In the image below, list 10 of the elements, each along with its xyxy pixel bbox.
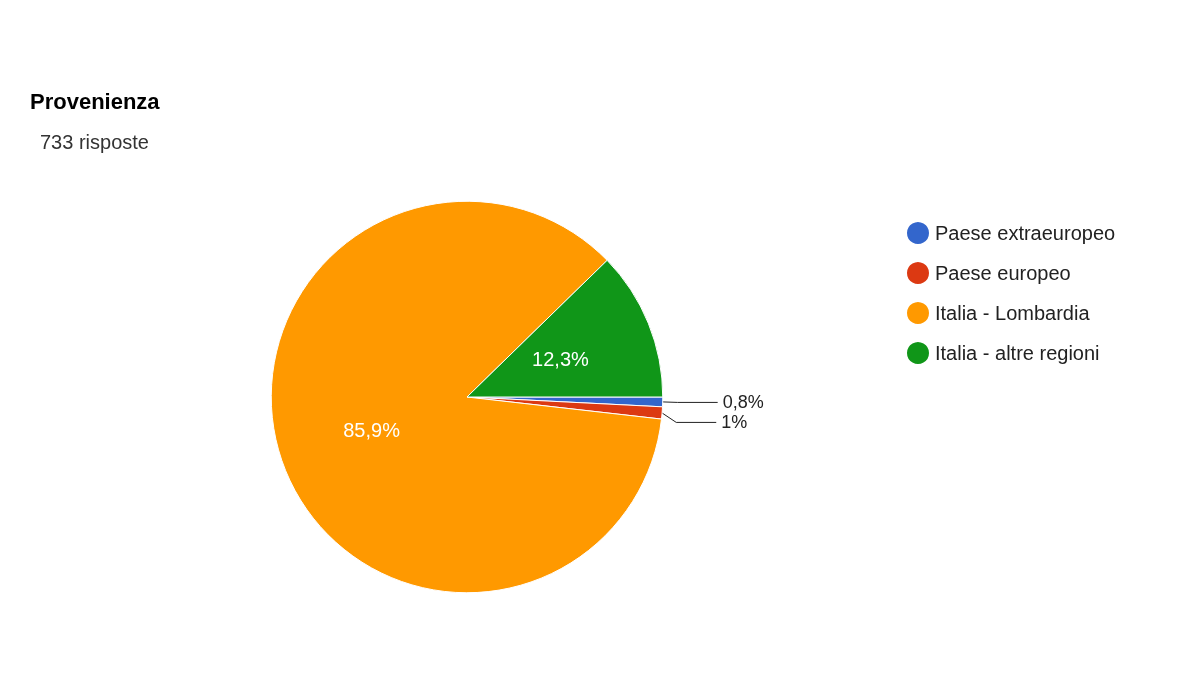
legend-label: Italia - altre regioni (935, 342, 1100, 364)
data-label: 12,3% (532, 347, 589, 370)
legend-label: Paese extraeuropeo (935, 222, 1116, 244)
text: 733 risposte (40, 131, 149, 153)
data-label: 1% (721, 412, 748, 433)
legend-label: Paese europeo (935, 262, 1071, 284)
data-label: 0,8% (722, 392, 764, 413)
legend-label: Italia - Lombardia (935, 302, 1091, 324)
text: Provenienza (30, 88, 161, 114)
data-label: 85,9% (343, 418, 401, 441)
